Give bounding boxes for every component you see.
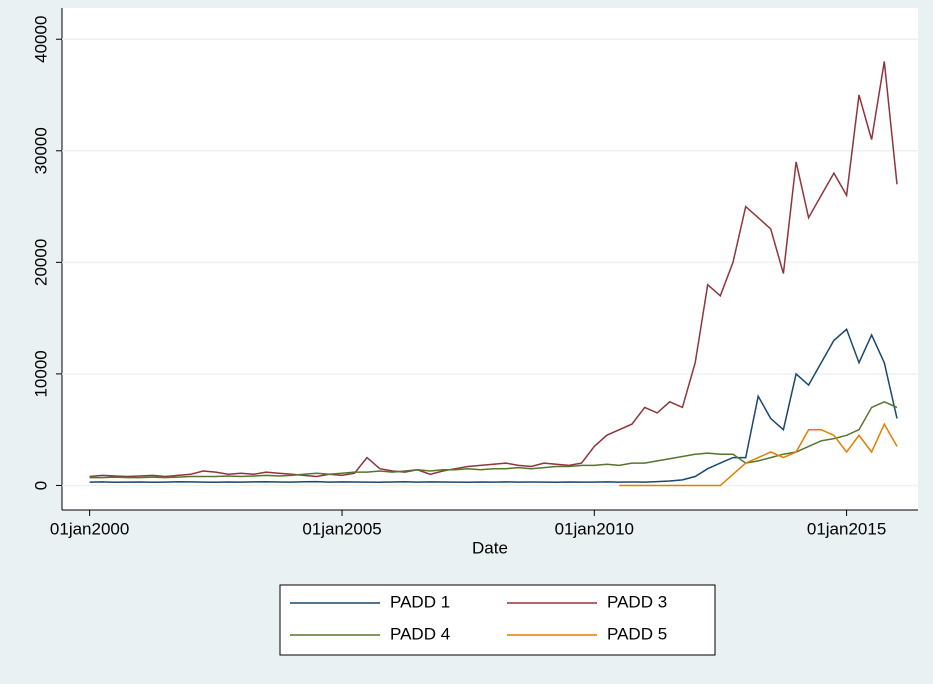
x-tick-label: 01jan2005 (302, 519, 381, 538)
y-tick-label: 20000 (31, 239, 50, 286)
legend (279, 584, 716, 656)
plot-area (62, 8, 918, 510)
x-tick-label: 01jan2010 (555, 519, 634, 538)
legend-label: PADD 4 (390, 624, 450, 643)
x-axis-title: Date (472, 538, 508, 557)
series-line (89, 61, 898, 478)
legend-label: PADD 5 (607, 624, 667, 643)
x-tick-label: 01jan2000 (50, 519, 129, 538)
legend-label: PADD 1 (390, 592, 450, 611)
series-line (89, 400, 898, 479)
y-tick-label: 10000 (31, 350, 50, 397)
y-tick-label: 40000 (31, 16, 50, 63)
series-line (619, 422, 898, 487)
legend-label: PADD 3 (607, 592, 667, 611)
y-tick-label: 0 (31, 481, 50, 490)
x-tick-label: 01jan2015 (807, 519, 886, 538)
series-line (89, 328, 898, 484)
y-tick-label: 30000 (31, 127, 50, 174)
